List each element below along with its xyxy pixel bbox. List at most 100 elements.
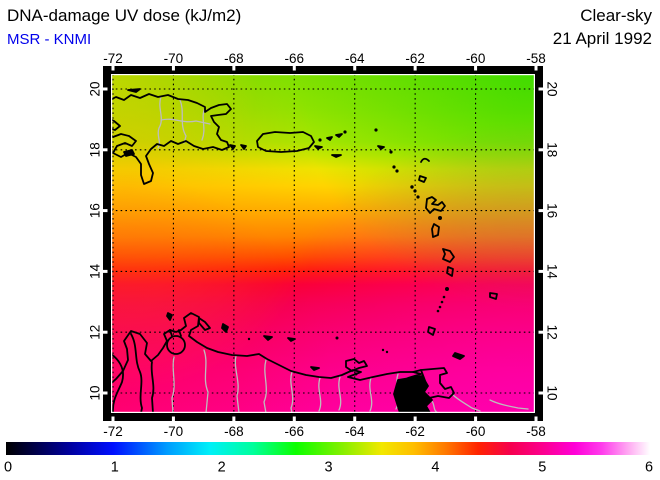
lat-label-left: 10 [88, 385, 103, 400]
border-venezuela-1 [171, 356, 175, 413]
mountains-colombia-3 [150, 361, 155, 413]
lon-tick-bottom [534, 416, 538, 421]
river-venezuela-4 [318, 377, 322, 412]
lat-tick-right [538, 269, 543, 273]
lat-label-right: 10 [545, 385, 560, 400]
lon-tick-bottom [474, 416, 478, 421]
lon-label-bottom: -70 [164, 424, 184, 439]
lat-label-left: 14 [88, 263, 103, 279]
island-st-kitts [410, 185, 414, 189]
colorbar-tick-label: 4 [431, 460, 439, 476]
coastline-venezuela-colombia [111, 312, 422, 413]
island-marie-galante [438, 216, 442, 220]
river-venezuela-1 [234, 355, 240, 413]
uv-dose-field [111, 74, 535, 413]
island-tortue [127, 88, 141, 93]
date-label: 21 April 1992 [552, 29, 652, 48]
lon-label-bottom: -60 [466, 424, 486, 439]
island-vieques [314, 145, 323, 150]
island-saona [229, 144, 236, 150]
island-culebra [318, 138, 322, 142]
island-aruba [166, 312, 173, 321]
lon-tick-bottom [413, 416, 417, 421]
island-las-aves [247, 337, 251, 341]
island-antigua [418, 175, 427, 183]
lat-tick-left [103, 209, 108, 213]
island-st-barth [389, 150, 393, 154]
border-hispaniola-2 [179, 99, 187, 144]
lon-label-bottom: -72 [103, 424, 123, 439]
lon-tick-bottom [353, 416, 357, 421]
lat-tick-right [538, 209, 543, 213]
island-martinique [442, 248, 455, 263]
island-st-lucia [446, 266, 454, 277]
lon-tick-top [111, 66, 115, 71]
coastline-puerto-rico [256, 131, 315, 153]
island-grenadine-3 [438, 305, 442, 309]
island-los-roques [263, 335, 273, 341]
island-saba [392, 165, 396, 169]
lon-tick-bottom [292, 416, 296, 421]
island-bonaire [221, 323, 229, 333]
lon-label-top: -68 [224, 51, 244, 66]
island-st-vincent [445, 287, 449, 291]
lon-label-bottom: -62 [405, 424, 425, 439]
island-grenadine-4 [436, 309, 440, 313]
island-testigos-2 [385, 350, 389, 354]
island-coche [354, 372, 358, 376]
colorbar-tick-label: 0 [4, 460, 12, 476]
lon-label-top: -60 [466, 51, 486, 66]
lon-tick-bottom [111, 416, 115, 421]
island-st-thomas [326, 136, 333, 141]
lat-label-right: 14 [545, 264, 560, 280]
lat-tick-right [538, 87, 543, 91]
lon-tick-top [474, 66, 478, 71]
source-label: MSR - KNMI [7, 31, 92, 48]
lon-tick-bottom [171, 416, 175, 421]
lat-label-right: 12 [545, 325, 560, 340]
lon-label-top: -62 [405, 51, 425, 66]
border-guyana-2 [489, 399, 529, 410]
plot-frame [103, 66, 543, 421]
coastline-hispaniola [111, 93, 232, 185]
maracaibo-channel-east [178, 329, 182, 337]
lat-tick-left [103, 330, 108, 334]
river-venezuela-6 [369, 377, 373, 412]
lat-label-left: 12 [88, 325, 103, 340]
lon-tick-top [171, 66, 175, 71]
island-guadeloupe [425, 196, 446, 214]
lon-label-bottom: -58 [526, 424, 546, 439]
lat-label-right: 20 [545, 81, 560, 96]
border-hispaniola-4 [160, 118, 211, 125]
river-venezuela-5 [338, 376, 342, 411]
island-barbados [489, 292, 498, 300]
lat-label-left: 20 [88, 81, 103, 96]
island-statia [395, 169, 399, 173]
island-orchila [287, 337, 296, 342]
lat-tick-right [538, 148, 543, 152]
colorbar [6, 442, 650, 455]
colorbar-tick-label: 6 [645, 460, 653, 476]
lat-label-left: 18 [88, 142, 103, 157]
island-st-martin [377, 145, 385, 150]
border-guyana-1 [451, 393, 481, 412]
lat-tick-left [103, 269, 108, 273]
border-venezuela-2 [203, 349, 209, 413]
colorbar-labels: 0 1 2 3 4 5 6 [4, 460, 653, 476]
lon-label-top: -70 [164, 51, 184, 66]
lat-tick-right [538, 391, 543, 395]
island-grenadine-2 [440, 300, 444, 304]
lon-tick-top [534, 66, 538, 71]
lon-tick-bottom [232, 416, 236, 421]
lon-tick-top [353, 66, 357, 71]
island-testigos-1 [381, 348, 385, 352]
lat-tick-left [103, 87, 108, 91]
lat-tick-left [103, 148, 108, 152]
lon-tick-top [292, 66, 296, 71]
island-tortola [335, 133, 343, 138]
south-america-coast [111, 312, 433, 413]
island-la-tortuga [310, 366, 320, 371]
greater-antilles [111, 88, 378, 185]
